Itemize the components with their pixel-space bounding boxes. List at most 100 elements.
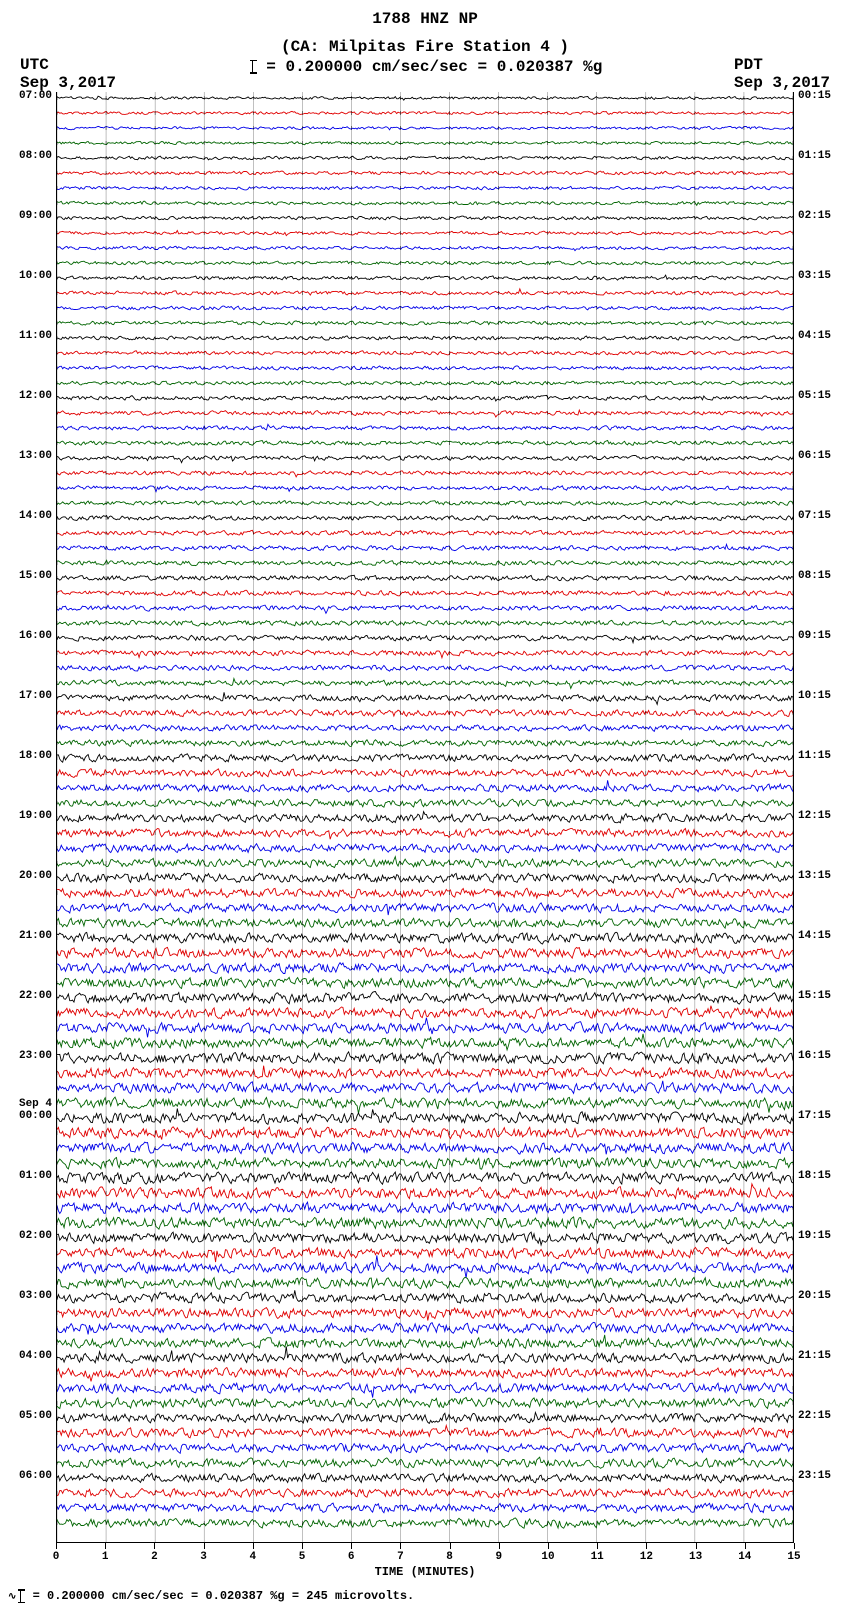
seismic-trace — [57, 1034, 793, 1050]
seismic-trace — [57, 306, 793, 310]
hour-label-left: 07:00 — [0, 90, 52, 102]
seismic-trace — [57, 1335, 793, 1349]
seismic-trace — [57, 96, 793, 100]
hour-label-left: 23:00 — [0, 1050, 52, 1062]
hour-label-left: 14:00 — [0, 510, 52, 522]
x-tick-label: 2 — [151, 1551, 158, 1563]
seismic-trace — [57, 395, 793, 401]
helicorder-plot — [56, 92, 794, 1542]
seismic-trace — [57, 381, 793, 385]
seismic-trace — [57, 544, 793, 550]
hour-label-left: 10:00 — [0, 270, 52, 282]
seismic-trace — [57, 1066, 793, 1079]
seismic-trace — [57, 410, 793, 417]
x-tick — [154, 1543, 155, 1549]
seismic-trace — [57, 1489, 793, 1499]
seismic-trace — [57, 932, 793, 944]
x-tick-label: 15 — [787, 1551, 800, 1563]
x-tick-label: 9 — [495, 1551, 502, 1563]
seismic-trace — [57, 888, 793, 898]
seismic-trace — [57, 873, 793, 883]
seismic-trace — [57, 1018, 793, 1038]
hour-label-left: 01:00 — [0, 1170, 52, 1182]
seismic-trace — [57, 201, 793, 205]
hour-label-right: 04:15 — [798, 330, 850, 342]
seismic-trace — [57, 186, 793, 190]
x-tick — [450, 1543, 451, 1549]
seismic-trace — [57, 590, 793, 596]
seismic-trace — [57, 1277, 793, 1289]
seismic-trace — [57, 261, 793, 265]
seismic-trace — [57, 216, 793, 220]
hour-label-right: 21:15 — [798, 1350, 850, 1362]
hour-label-right: 08:15 — [798, 570, 850, 582]
seismic-trace — [57, 1518, 793, 1528]
hour-label-left: 06:00 — [0, 1470, 52, 1482]
hour-label-right: 12:15 — [798, 810, 850, 822]
hour-label-left: 22:00 — [0, 990, 52, 1002]
seismic-trace — [57, 799, 793, 807]
title-line-2: (CA: Milpitas Fire Station 4 ) — [0, 28, 850, 56]
seismic-trace — [57, 1247, 793, 1262]
hour-label-left: 05:00 — [0, 1410, 52, 1422]
footer-scale: ∿ = 0.200000 cm/sec/sec = 0.020387 %g = … — [0, 1583, 850, 1615]
hour-label-right: 05:15 — [798, 390, 850, 402]
seismic-trace — [57, 1184, 793, 1199]
hour-label-left: 17:00 — [0, 690, 52, 702]
seismic-trace — [57, 992, 793, 1005]
x-tick-label: 6 — [348, 1551, 355, 1563]
x-tick-label: 12 — [640, 1551, 653, 1563]
x-tick-label: 10 — [541, 1551, 554, 1563]
seismic-trace — [57, 1142, 793, 1154]
seismic-trace — [57, 843, 793, 853]
hour-label-left: 11:00 — [0, 330, 52, 342]
seismic-trace — [57, 1052, 793, 1064]
seismic-trace — [57, 1457, 793, 1468]
hour-label-left: 00:00 — [0, 1110, 52, 1122]
hour-label-left: 21:00 — [0, 930, 52, 942]
x-tick — [400, 1543, 401, 1549]
seismic-trace — [57, 725, 793, 732]
seismic-trace — [57, 501, 793, 506]
seismic-trace — [57, 650, 793, 658]
seismic-trace — [57, 1383, 793, 1398]
hour-label-left: 15:00 — [0, 570, 52, 582]
hour-label-right: 17:15 — [798, 1110, 850, 1122]
seismic-trace — [57, 710, 793, 717]
seismic-trace — [57, 1290, 793, 1303]
x-axis: TIME (MINUTES) 0123456789101112131415 — [56, 1542, 794, 1583]
seismic-trace — [57, 1413, 793, 1424]
seismic-trace — [57, 1109, 793, 1125]
scale-bar-icon — [252, 60, 253, 74]
seismic-trace — [57, 289, 793, 295]
seismic-trace — [57, 351, 793, 355]
tz-right-label: PDT — [734, 56, 830, 74]
seismic-trace — [57, 336, 793, 340]
seismic-trace — [57, 1426, 793, 1439]
seismic-trace — [57, 111, 793, 114]
seismic-trace — [57, 471, 793, 477]
hour-label-left: 02:00 — [0, 1230, 52, 1242]
hour-label-left: 16:00 — [0, 630, 52, 642]
hour-label-right: 20:15 — [798, 1290, 850, 1302]
x-tick — [105, 1543, 106, 1549]
seismic-trace — [57, 963, 793, 974]
seismic-trace — [57, 635, 793, 642]
seismic-trace — [57, 857, 793, 868]
seismic-trace — [57, 812, 793, 823]
hour-label-left: 04:00 — [0, 1350, 52, 1362]
x-tick — [351, 1543, 352, 1549]
seismic-trace — [57, 515, 793, 520]
hour-label-right: 15:15 — [798, 990, 850, 1002]
hour-label-right: 14:15 — [798, 930, 850, 942]
x-tick — [56, 1543, 57, 1549]
helicorder-display: { "header": { "station_code": "1788 HNZ … — [0, 0, 850, 1615]
seismic-trace — [57, 977, 793, 989]
seismic-trace — [57, 1347, 793, 1364]
seismic-trace — [57, 828, 793, 839]
seismic-trace — [57, 1255, 793, 1278]
seismic-trace — [57, 1473, 793, 1483]
hour-label-left: 08:00 — [0, 150, 52, 162]
x-tick-label: 0 — [53, 1551, 60, 1563]
hour-label-right: 03:15 — [798, 270, 850, 282]
